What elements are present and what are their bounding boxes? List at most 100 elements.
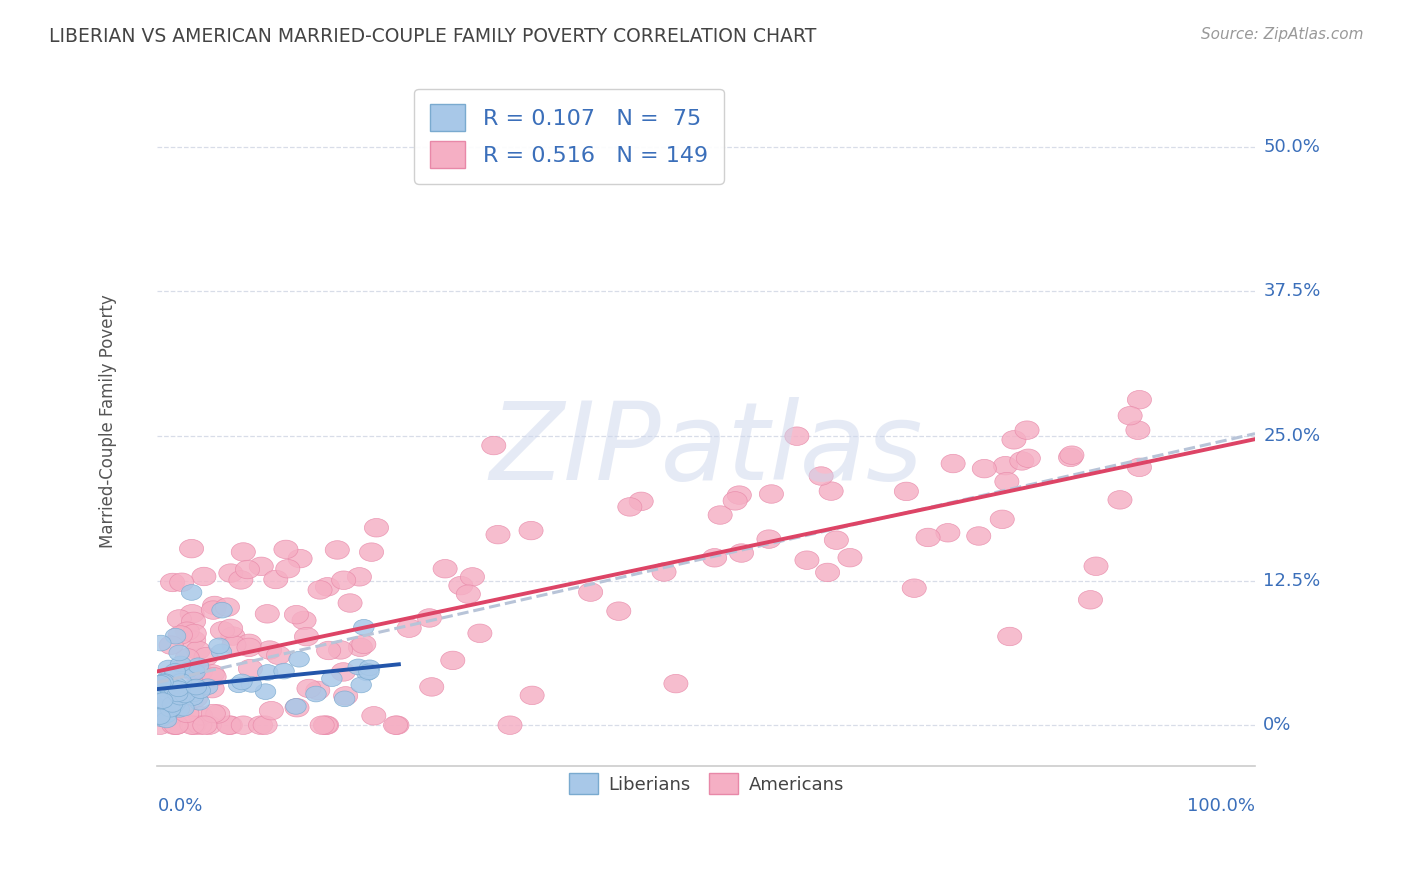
Ellipse shape xyxy=(285,698,307,714)
Ellipse shape xyxy=(148,716,172,734)
Ellipse shape xyxy=(305,681,330,699)
Ellipse shape xyxy=(211,622,235,640)
Ellipse shape xyxy=(150,675,172,691)
Ellipse shape xyxy=(256,605,280,624)
Ellipse shape xyxy=(180,716,204,734)
Ellipse shape xyxy=(159,636,183,655)
Ellipse shape xyxy=(308,581,332,599)
Ellipse shape xyxy=(815,563,839,582)
Ellipse shape xyxy=(153,686,173,702)
Ellipse shape xyxy=(212,602,232,618)
Ellipse shape xyxy=(183,680,202,695)
Ellipse shape xyxy=(166,628,186,644)
Ellipse shape xyxy=(188,716,212,734)
Ellipse shape xyxy=(152,693,172,709)
Ellipse shape xyxy=(322,671,342,687)
Ellipse shape xyxy=(315,716,339,734)
Ellipse shape xyxy=(229,571,253,590)
Ellipse shape xyxy=(218,716,242,734)
Ellipse shape xyxy=(288,651,309,667)
Ellipse shape xyxy=(152,693,173,708)
Ellipse shape xyxy=(162,716,186,734)
Ellipse shape xyxy=(349,638,373,657)
Ellipse shape xyxy=(941,454,965,473)
Ellipse shape xyxy=(332,663,356,681)
Ellipse shape xyxy=(1128,391,1152,409)
Ellipse shape xyxy=(418,608,441,627)
Ellipse shape xyxy=(276,559,299,578)
Ellipse shape xyxy=(167,610,191,628)
Ellipse shape xyxy=(169,625,193,644)
Ellipse shape xyxy=(165,665,186,681)
Ellipse shape xyxy=(155,700,176,716)
Ellipse shape xyxy=(235,560,260,579)
Ellipse shape xyxy=(249,716,273,734)
Text: ZIPatlas: ZIPatlas xyxy=(489,397,922,501)
Ellipse shape xyxy=(353,619,374,635)
Ellipse shape xyxy=(157,707,181,726)
Ellipse shape xyxy=(159,660,179,676)
Ellipse shape xyxy=(156,686,177,702)
Ellipse shape xyxy=(727,486,751,504)
Ellipse shape xyxy=(181,716,207,734)
Ellipse shape xyxy=(169,645,190,661)
Ellipse shape xyxy=(257,665,278,681)
Ellipse shape xyxy=(177,662,198,678)
Ellipse shape xyxy=(162,697,183,712)
Ellipse shape xyxy=(1108,491,1132,509)
Ellipse shape xyxy=(995,473,1019,491)
Ellipse shape xyxy=(174,700,194,716)
Ellipse shape xyxy=(188,663,212,681)
Ellipse shape xyxy=(936,524,960,542)
Ellipse shape xyxy=(188,706,212,725)
Ellipse shape xyxy=(915,528,941,547)
Ellipse shape xyxy=(172,673,191,690)
Ellipse shape xyxy=(160,574,184,591)
Ellipse shape xyxy=(231,716,256,734)
Ellipse shape xyxy=(329,640,353,659)
Ellipse shape xyxy=(440,651,465,670)
Ellipse shape xyxy=(159,693,179,708)
Ellipse shape xyxy=(186,679,207,695)
Ellipse shape xyxy=(165,716,188,734)
Ellipse shape xyxy=(1060,446,1084,465)
Ellipse shape xyxy=(292,611,316,630)
Ellipse shape xyxy=(170,690,190,705)
Ellipse shape xyxy=(314,716,337,734)
Ellipse shape xyxy=(756,530,780,549)
Ellipse shape xyxy=(153,674,173,690)
Ellipse shape xyxy=(264,570,288,589)
Ellipse shape xyxy=(652,563,676,582)
Ellipse shape xyxy=(486,525,510,544)
Ellipse shape xyxy=(165,716,188,734)
Ellipse shape xyxy=(972,459,997,478)
Ellipse shape xyxy=(170,657,191,672)
Ellipse shape xyxy=(352,635,375,654)
Ellipse shape xyxy=(163,698,184,713)
Ellipse shape xyxy=(165,688,186,704)
Ellipse shape xyxy=(236,638,262,657)
Ellipse shape xyxy=(184,665,205,680)
Ellipse shape xyxy=(201,601,225,619)
Ellipse shape xyxy=(186,659,209,678)
Text: 50.0%: 50.0% xyxy=(1264,138,1320,156)
Ellipse shape xyxy=(257,640,281,659)
Ellipse shape xyxy=(193,716,217,734)
Ellipse shape xyxy=(174,687,195,703)
Ellipse shape xyxy=(311,716,335,734)
Ellipse shape xyxy=(617,498,643,516)
Ellipse shape xyxy=(208,638,229,654)
Ellipse shape xyxy=(215,598,239,616)
Ellipse shape xyxy=(449,576,472,595)
Ellipse shape xyxy=(211,644,232,660)
Ellipse shape xyxy=(460,567,485,586)
Ellipse shape xyxy=(205,705,229,723)
Ellipse shape xyxy=(498,716,522,734)
Ellipse shape xyxy=(1015,421,1039,440)
Ellipse shape xyxy=(169,701,190,717)
Ellipse shape xyxy=(160,702,181,717)
Ellipse shape xyxy=(155,673,176,690)
Ellipse shape xyxy=(202,667,226,686)
Ellipse shape xyxy=(759,484,783,503)
Ellipse shape xyxy=(347,567,371,586)
